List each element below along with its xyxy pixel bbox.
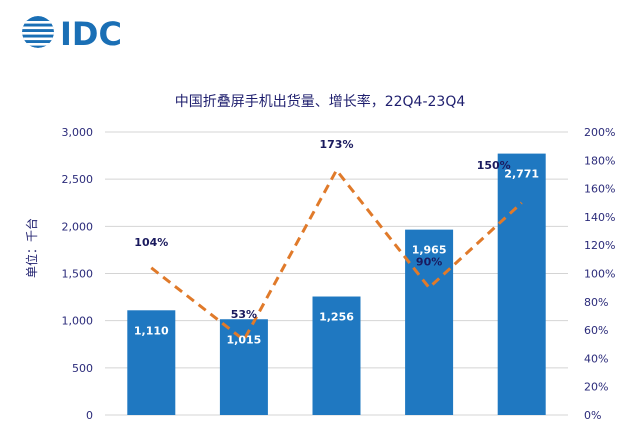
left-axis-ticks: 0 500 1,000 1,500 2,000 2,500 3,000 <box>62 126 94 422</box>
growth-value-label: 90% <box>416 256 442 269</box>
chart-title: 中国折叠屏手机出货量、增长率，22Q4-23Q4 <box>175 93 466 110</box>
right-axis-ticks: 0% 20% 40% 60% 80% 100% 120% 140% 160% 180% 200% <box>584 126 615 422</box>
left-tick-label: 500 <box>72 362 93 375</box>
logo-text: IDC <box>60 15 122 52</box>
right-tick-label: 180% <box>584 154 615 167</box>
bar-series <box>127 153 546 415</box>
growth-value-label: 53% <box>231 308 257 321</box>
right-tick-label: 40% <box>584 352 608 365</box>
left-tick-label: 2,000 <box>62 220 94 233</box>
bar <box>127 310 176 415</box>
globe-icon <box>22 16 54 48</box>
bar <box>497 153 546 415</box>
bar-value-label: 1,110 <box>134 324 169 337</box>
left-tick-label: 3,000 <box>62 126 94 139</box>
bar-value-label: 1,256 <box>319 311 354 324</box>
growth-value-label: 104% <box>134 236 168 249</box>
right-tick-label: 200% <box>584 126 615 139</box>
bar <box>405 229 454 415</box>
right-tick-label: 0% <box>584 409 601 422</box>
right-tick-label: 100% <box>584 268 615 281</box>
bar <box>219 319 268 415</box>
left-tick-label: 1,500 <box>62 268 94 281</box>
growth-line <box>150 167 523 343</box>
growth-value-label: 150% <box>477 159 511 172</box>
right-tick-label: 120% <box>584 239 615 252</box>
left-tick-label: 1,000 <box>62 315 94 328</box>
bar <box>312 296 361 415</box>
left-tick-label: 2,500 <box>62 173 94 186</box>
bar-value-label: 1,015 <box>227 333 262 346</box>
growth-value-label: 173% <box>320 138 354 151</box>
right-tick-label: 60% <box>584 324 608 337</box>
bar-value-label: 1,965 <box>412 244 447 257</box>
idc-logo: IDC <box>22 15 122 52</box>
bar-value-label: 2,771 <box>504 168 539 181</box>
right-tick-label: 80% <box>584 296 608 309</box>
growth-line-series <box>150 167 523 343</box>
y-axis-label: 单位：千台 <box>24 218 39 278</box>
right-tick-label: 140% <box>584 211 615 224</box>
left-tick-label: 0 <box>86 409 93 422</box>
right-tick-label: 20% <box>584 381 608 394</box>
right-tick-label: 160% <box>584 183 615 196</box>
